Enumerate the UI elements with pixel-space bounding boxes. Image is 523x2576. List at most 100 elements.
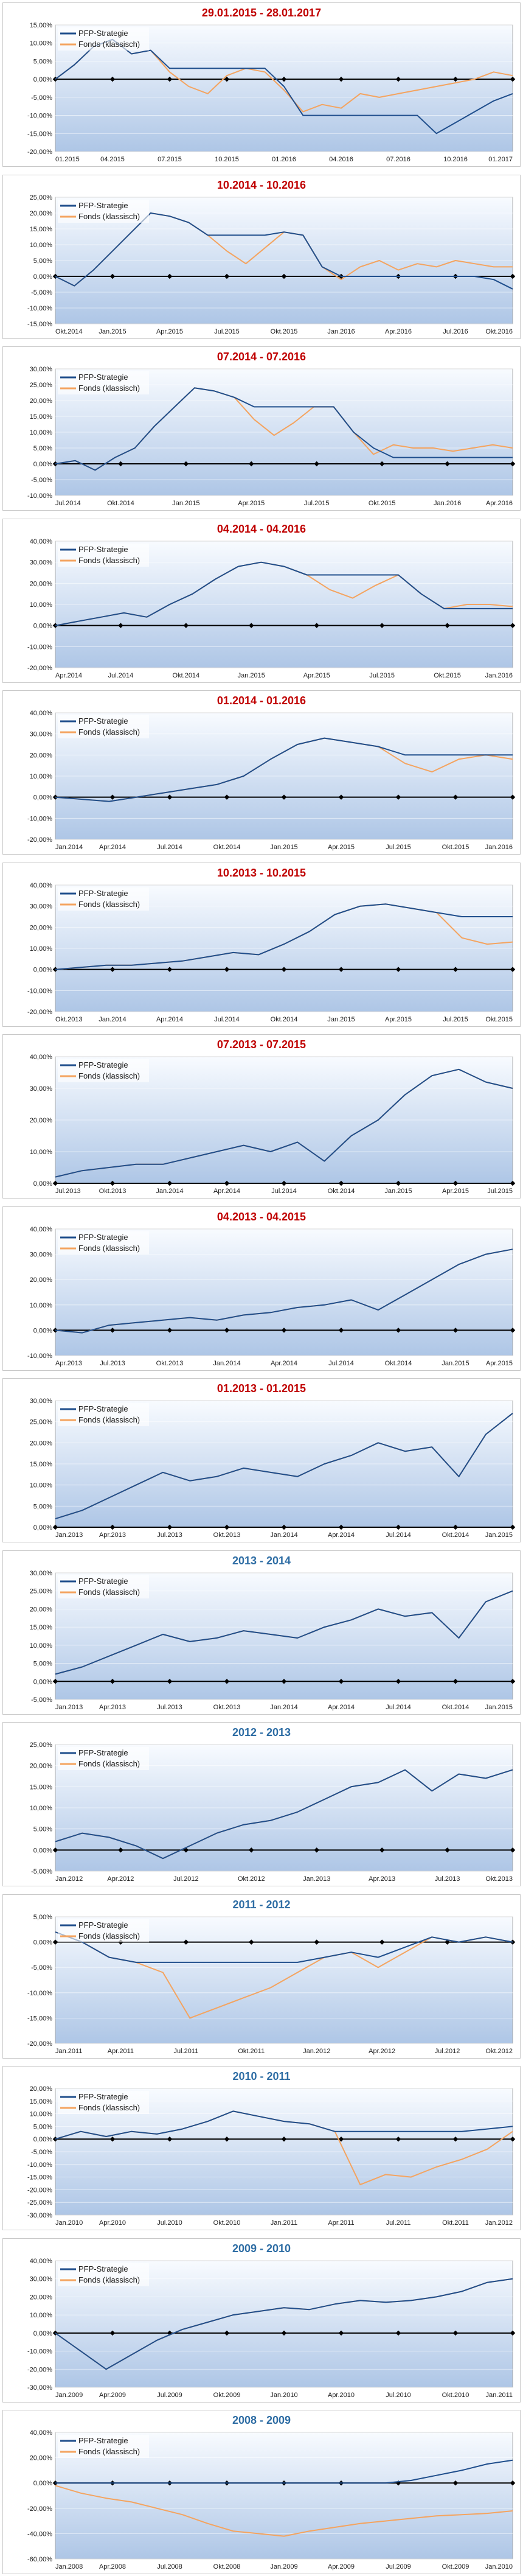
chart-title: 04.2013 - 04.2015	[216, 1210, 307, 1223]
zero-line-marker	[167, 966, 173, 972]
y-tick-label: -5,00%	[31, 1964, 52, 1972]
y-tick-label: 0,00%	[33, 273, 52, 281]
chart-title: 04.2014 - 04.2016	[216, 522, 307, 535]
x-tick-label: Jan.2012	[485, 2219, 513, 2227]
series-line-pfp	[55, 903, 513, 970]
y-tick-label: 5,00%	[33, 1826, 52, 1833]
legend-label: Fonds (klassisch)	[78, 383, 140, 393]
zero-line-marker	[281, 966, 287, 972]
line-chart: 40,00%20,00%0,00%-20,00%-40,00%-60,00%Ja…	[27, 2429, 516, 2571]
chart-title: 10.2013 - 10.2015	[216, 866, 307, 879]
line-chart: 40,00%30,00%20,00%10,00%0,00%-10,00%Apr.…	[27, 1226, 516, 1367]
y-tick-label: 0,00%	[33, 461, 52, 468]
chart-panel: 07.2014 - 07.2016 30,00% 25,00% 20,00% 15,00…	[2, 346, 521, 511]
x-tick-label: Jan.2012	[303, 2048, 330, 2055]
chart-panel: 04.2014 - 04.2016 40,00% 30,00% 20,00% 10,00…	[2, 518, 521, 683]
x-tick-label: Apr.2014	[156, 1016, 183, 1023]
x-tick-label: Jul.2013	[55, 1188, 81, 1195]
zero-line-marker	[224, 1180, 230, 1186]
x-tick-label: Jan.2011	[486, 2392, 513, 2399]
x-tick-label: Okt.2014	[271, 1016, 298, 1023]
y-tick-label: 25,00%	[30, 194, 53, 201]
x-tick-label: Jan.2010	[55, 2219, 83, 2227]
series-line-pfp	[55, 2459, 513, 2484]
y-tick-label: -5,00%	[31, 1696, 52, 1704]
x-tick-label: Jul.2011	[173, 2048, 198, 2055]
y-tick-label: 5,00%	[33, 1503, 52, 1510]
chart-title: 07.2014 - 07.2016	[216, 351, 307, 363]
y-tick-label: 20,00%	[30, 2294, 53, 2301]
zero-line-marker	[510, 622, 516, 628]
x-tick-label: Jul.2015	[443, 1016, 468, 1023]
chart-title: 29.01.2015 - 28.01.2017	[201, 7, 322, 19]
x-tick-label: 01.2015	[55, 156, 80, 163]
y-tick-label: 40,00%	[30, 1226, 53, 1233]
x-tick-label: Jan.2016	[434, 500, 461, 507]
x-tick-label: Apr.2015	[385, 1016, 412, 1023]
x-tick-label: Jul.2012	[173, 1875, 199, 1883]
line-chart: 5,00%0,00%-5,00%-10,00%-15,00%-20,00%Jan…	[27, 1914, 516, 2055]
chart-title: 2011 - 2012	[232, 1898, 291, 1911]
x-tick-label: Okt.2015	[434, 672, 461, 679]
x-tick-label: 04.2015	[100, 156, 125, 163]
legend-label: PFP-Strategie	[78, 373, 128, 382]
x-tick-label: Okt.2013	[156, 1360, 184, 1367]
zero-line-marker	[281, 1180, 287, 1186]
x-tick-label: Apr.2010	[99, 2219, 126, 2227]
legend-label: PFP-Strategie	[78, 2264, 128, 2273]
x-tick-label: Apr.2014	[55, 672, 82, 679]
zero-line-marker	[109, 76, 116, 82]
legend-label: PFP-Strategie	[78, 1577, 128, 1586]
line-chart: 15,00% 10,00% 5,00% 0,00% -5,00% -10,00% -15,0…	[27, 22, 516, 163]
y-tick-label: 15,00%	[30, 2098, 53, 2105]
x-tick-label: Apr.2009	[328, 2563, 355, 2571]
line-chart: 40,00% 30,00% 20,00% 10,00% 0,00% -10,00% -20,…	[27, 710, 516, 851]
chart-title: 2010 - 2011	[232, 2070, 291, 2082]
y-tick-label: 5,00%	[33, 1660, 52, 1667]
y-tick-label: 5,00%	[33, 257, 52, 265]
zero-line-marker	[510, 273, 516, 279]
x-tick-label: Okt.2012	[485, 2048, 513, 2055]
y-tick-label: -5,00%	[31, 1868, 52, 1875]
legend-label: PFP-Strategie	[78, 545, 128, 554]
series-line-pfp	[55, 212, 513, 290]
y-tick-label: 25,00%	[30, 1741, 53, 1749]
zero-line-marker	[249, 622, 254, 628]
x-tick-label: Apr.2015	[156, 328, 183, 335]
y-tick-label: 15,00%	[30, 226, 53, 233]
y-tick-label: 10,00%	[30, 1805, 53, 1812]
x-tick-label: Jul.2013	[100, 1360, 125, 1367]
y-tick-label: 5,00%	[33, 2123, 52, 2130]
legend-label: PFP-Strategie	[78, 1748, 128, 1757]
x-tick-label: Okt.2009	[442, 2563, 469, 2571]
chart-panel: 2010 - 2011 20,00% 15,00% 10,00% 5,00% 0,00% -…	[2, 2066, 521, 2230]
line-chart: 40,00% 30,00% 20,00% 10,00% 0,00% -10,00% -20,…	[27, 882, 516, 1023]
x-tick-label: Jan.2015	[270, 844, 297, 851]
y-tick-label: -5,00%	[31, 289, 52, 296]
series-line-pfp	[55, 1769, 513, 1860]
x-tick-label: Okt.2010	[213, 2219, 241, 2227]
y-tick-label: 30,00%	[30, 1570, 53, 1577]
x-tick-label: Jan.2015	[99, 328, 126, 335]
x-tick-label: Okt.2013	[55, 1016, 83, 1023]
x-tick-label: Apr.2015	[486, 1360, 513, 1367]
x-tick-label: Okt.2015	[442, 844, 469, 851]
x-tick-label: Okt.2014	[213, 844, 241, 851]
x-tick-label: 04.2016	[329, 156, 353, 163]
x-tick-label: Okt.2014	[107, 500, 134, 507]
x-tick-label: Jan.2013	[55, 1704, 83, 1711]
y-tick-label: 40,00%	[30, 1054, 53, 1061]
y-tick-label: -10,00%	[27, 305, 52, 312]
legend-label: PFP-Strategie	[78, 2436, 128, 2445]
x-tick-label: Apr.2011	[108, 2048, 134, 2055]
y-tick-label: 25,00%	[30, 1419, 53, 1426]
x-tick-label: Jan.2016	[485, 844, 513, 851]
y-tick-label: -25,00%	[27, 2199, 52, 2207]
zero-line-marker	[52, 794, 58, 800]
x-tick-label: Jul.2013	[435, 1875, 460, 1883]
y-tick-label: 10,00%	[30, 945, 53, 953]
y-tick-label: 20,00%	[30, 1606, 53, 1613]
zero-line-marker	[109, 794, 116, 800]
